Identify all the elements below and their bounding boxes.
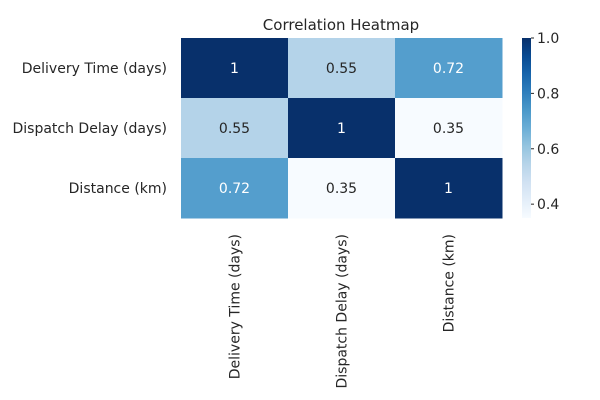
cell-value-label: 0.35 bbox=[433, 121, 464, 137]
x-axis-tick-labels: Delivery Time (days) Dispatch Delay (days… bbox=[228, 234, 458, 389]
colorbar bbox=[522, 38, 531, 218]
heatmap-cell-labels: 1 0.55 0.72 0.55 1 0.35 0.72 0.35 1 bbox=[219, 61, 464, 197]
cell-value-label: 1 bbox=[230, 61, 239, 77]
y-tick-label: Delivery Time (days) bbox=[22, 61, 167, 77]
chart-title: Correlation Heatmap bbox=[263, 16, 419, 34]
heatmap-cell bbox=[395, 98, 503, 159]
heatmap-cell bbox=[181, 98, 289, 159]
colorbar-tick-label: 0.8 bbox=[537, 86, 559, 102]
heatmap-cell bbox=[288, 158, 396, 219]
colorbar-tick-label: 0.6 bbox=[537, 142, 559, 158]
heatmap-cell bbox=[181, 158, 289, 219]
y-tick-label: Distance (km) bbox=[69, 181, 167, 197]
heatmap-cell bbox=[288, 38, 396, 99]
cell-value-label: 0.55 bbox=[219, 121, 250, 137]
cell-value-label: 1 bbox=[444, 181, 453, 197]
cell-value-label: 0.55 bbox=[326, 61, 357, 77]
heatmap-cell bbox=[181, 38, 289, 99]
colorbar-tick-label: 0.4 bbox=[537, 197, 559, 213]
cell-value-label: 1 bbox=[337, 121, 346, 137]
x-tick-label: Distance (km) bbox=[442, 234, 458, 332]
y-axis-tick-labels: Delivery Time (days) Dispatch Delay (days… bbox=[12, 61, 167, 197]
heatmap-cell bbox=[288, 98, 396, 159]
y-tick-label: Dispatch Delay (days) bbox=[12, 121, 167, 137]
x-tick-label: Dispatch Delay (days) bbox=[335, 234, 351, 389]
heatmap-cell bbox=[395, 158, 503, 219]
heatmap-cell bbox=[395, 38, 503, 99]
cell-value-label: 0.72 bbox=[433, 61, 464, 77]
cell-value-label: 0.72 bbox=[219, 181, 250, 197]
cell-value-label: 0.35 bbox=[326, 181, 357, 197]
colorbar-ticks: 0.4 0.6 0.8 1.0 bbox=[531, 31, 559, 213]
heatmap-cells bbox=[181, 38, 503, 219]
x-tick-label: Delivery Time (days) bbox=[228, 234, 244, 379]
colorbar-tick-label: 1.0 bbox=[537, 31, 559, 47]
